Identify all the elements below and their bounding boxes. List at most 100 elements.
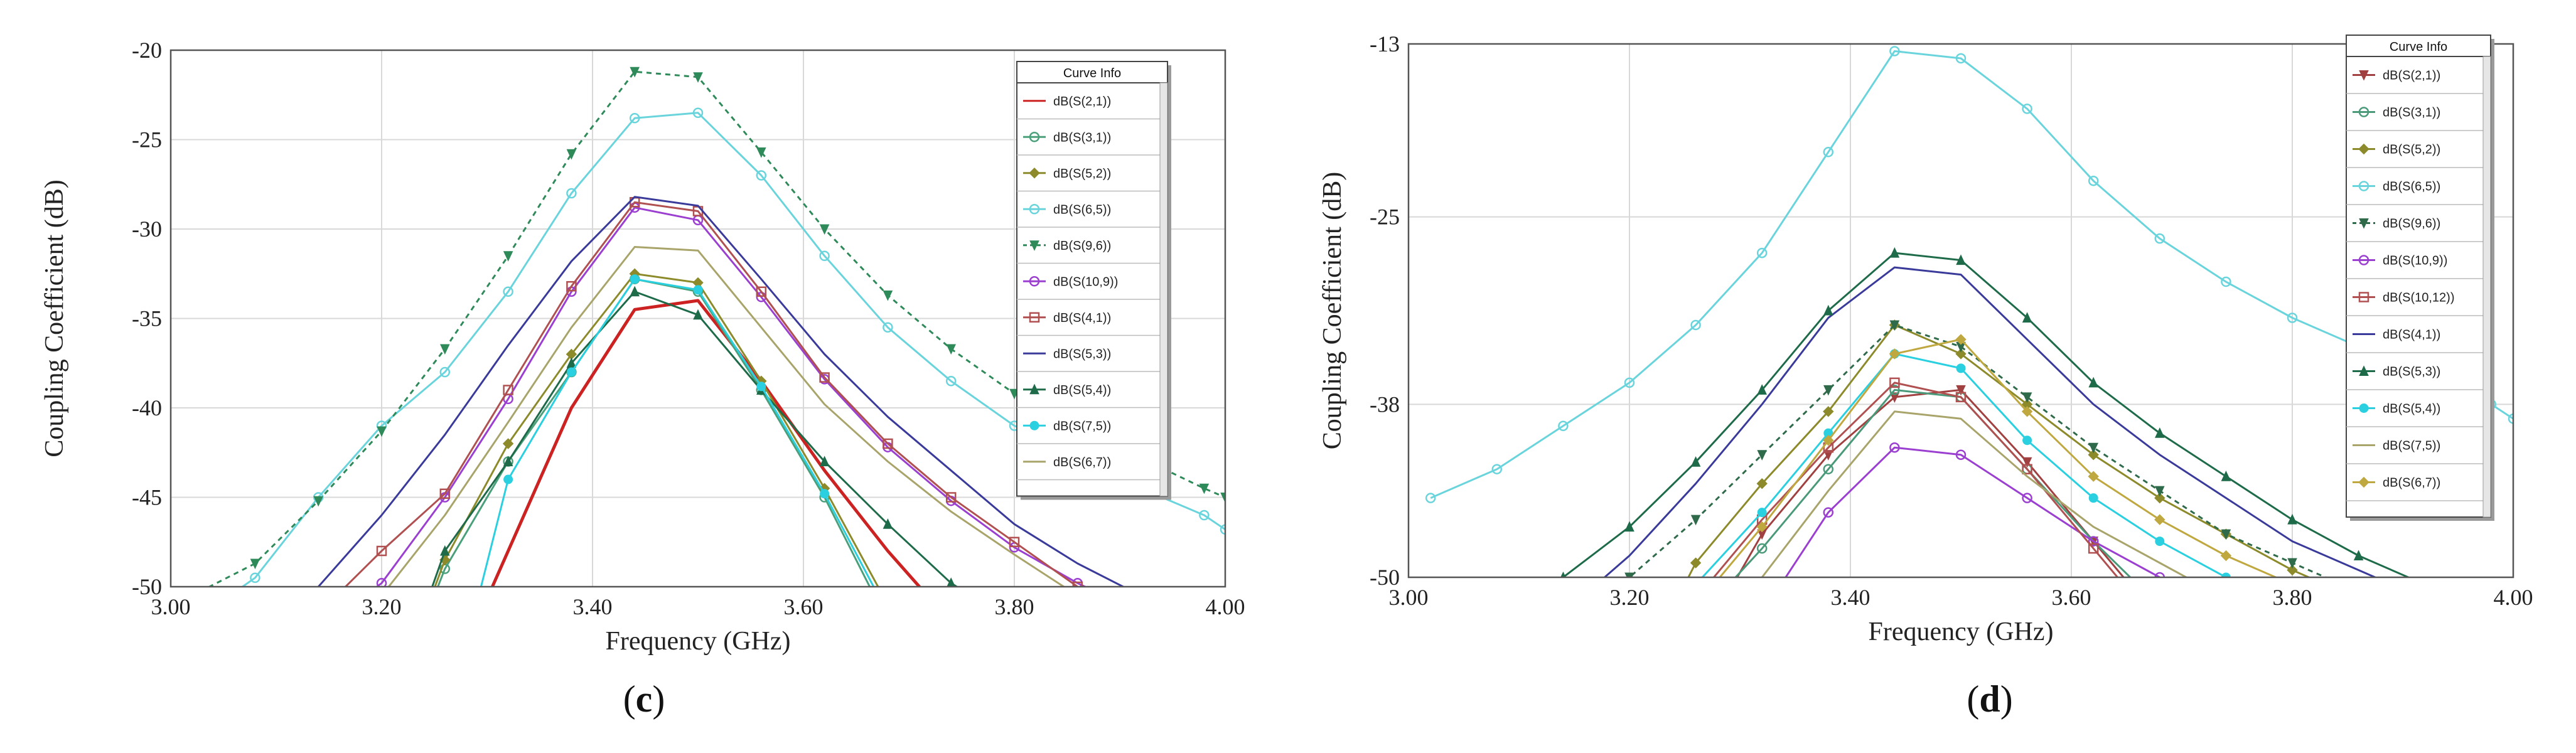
series-line [375, 206, 1088, 587]
data-point [2154, 492, 2165, 504]
legend-label: dB(S(6,7)) [1053, 456, 1111, 469]
y-tick-label: -20 [132, 38, 162, 63]
plot-frame [1407, 43, 2514, 579]
legend-label: dB(S(10,9)) [1053, 275, 1118, 289]
legend-box [2346, 35, 2491, 518]
data-point [566, 149, 577, 160]
series-line [1687, 324, 2312, 577]
data-point [1889, 320, 1900, 331]
data-point [756, 147, 766, 158]
data-point [503, 286, 513, 297]
legend-label: dB(S(6,5)) [2383, 180, 2440, 194]
data-point [503, 385, 513, 395]
data-point [1690, 557, 1702, 569]
data-point [1956, 254, 1966, 265]
legend-marker [2358, 255, 2369, 265]
data-point [1823, 507, 1834, 518]
data-point [503, 251, 513, 262]
x-axis-title: Frequency (GHz) [1868, 617, 2053, 646]
series-line [317, 196, 1125, 587]
legend-marker [2359, 218, 2369, 229]
legend-label: dB(S(9,6)) [1053, 239, 1111, 253]
data-point [819, 224, 830, 235]
data-point [1756, 478, 1768, 489]
data-point [1889, 247, 1900, 258]
series-group [1425, 46, 2513, 577]
data-point [566, 188, 577, 199]
legend-scrollbar[interactable] [2482, 56, 2491, 518]
data-point [2154, 233, 2165, 244]
chart-d-caption: (d) [1967, 678, 2013, 720]
data-point [1757, 450, 1767, 461]
data-point [1690, 319, 1701, 331]
data-point [946, 344, 956, 355]
data-point [1425, 493, 1436, 503]
legend-marker [2359, 365, 2369, 376]
data-point [1220, 524, 1225, 535]
data-point [1889, 442, 1900, 453]
legend-title: Curve Info [2390, 40, 2447, 54]
data-point [693, 72, 703, 83]
data-point [1009, 537, 1020, 547]
data-point [566, 280, 577, 292]
data-point [1955, 334, 1967, 345]
x-tick-label: 3.60 [2052, 585, 2091, 610]
x-tick-label: 3.80 [2273, 585, 2312, 610]
data-point [1955, 392, 1967, 403]
data-point [1955, 53, 1967, 64]
data-point [1889, 385, 1900, 395]
y-tick-label: -38 [1370, 392, 1400, 417]
legend: Curve Info dB(S(2,1)) dB(S(3,1)) dB(S(5,2))… [2346, 35, 2494, 521]
data-point [1757, 508, 1767, 518]
data-point [502, 438, 514, 449]
data-point [945, 376, 957, 387]
data-point [2022, 392, 2032, 403]
legend-label: dB(S(7,5)) [2383, 439, 2440, 453]
data-point [1756, 247, 1768, 259]
data-point [883, 322, 893, 333]
data-point [439, 366, 451, 378]
legend-marker [1029, 168, 1040, 179]
data-point [2021, 406, 2033, 417]
legend-marker [1029, 132, 1040, 142]
data-point [2088, 376, 2098, 388]
data-point [629, 113, 640, 124]
data-point [2022, 464, 2032, 474]
data-point [2155, 537, 2165, 547]
data-point [1823, 464, 1834, 474]
y-tick-label: -50 [1370, 565, 1400, 590]
legend-label: dB(S(5,3)) [1053, 347, 1111, 361]
chart-panel-c: 3.00 3.20 3.40 3.60 3.80 4.00 -20 -25 -30 -35 -40 -… [40, 38, 1245, 720]
legend-label: dB(S(6,5)) [1053, 203, 1111, 216]
y-tick-label: -35 [132, 306, 162, 331]
x-tick-label: 4.00 [2494, 585, 2533, 610]
data-point [1823, 435, 1834, 446]
data-point [2088, 471, 2099, 482]
data-point [440, 545, 450, 556]
data-point [630, 274, 640, 284]
legend-label: dB(S(5,4)) [2383, 402, 2440, 416]
data-point [945, 492, 957, 503]
data-point [1889, 348, 1901, 360]
data-point [2088, 543, 2099, 554]
legend-scrollbar[interactable] [1159, 82, 1168, 496]
data-point [819, 372, 830, 383]
data-point [1889, 392, 1900, 403]
legend-label: dB(S(5,2)) [2383, 143, 2440, 157]
data-point [2022, 435, 2032, 446]
data-point [2508, 414, 2513, 424]
series-line [1736, 388, 2125, 577]
data-point [2155, 427, 2165, 438]
data-point [2221, 471, 2231, 481]
data-point [1690, 456, 1701, 467]
y-axis-title: Coupling Coefficient (dB) [40, 179, 69, 457]
data-point [376, 578, 387, 587]
series-line [1562, 252, 2411, 577]
series-line [1761, 410, 2189, 577]
data-point [1823, 385, 1833, 396]
legend-label: dB(S(4,1)) [2383, 328, 2440, 342]
series-group [207, 67, 1225, 587]
data-point [820, 489, 830, 499]
series-line [436, 278, 871, 587]
legend-label: dB(S(2,1)) [2383, 69, 2440, 83]
